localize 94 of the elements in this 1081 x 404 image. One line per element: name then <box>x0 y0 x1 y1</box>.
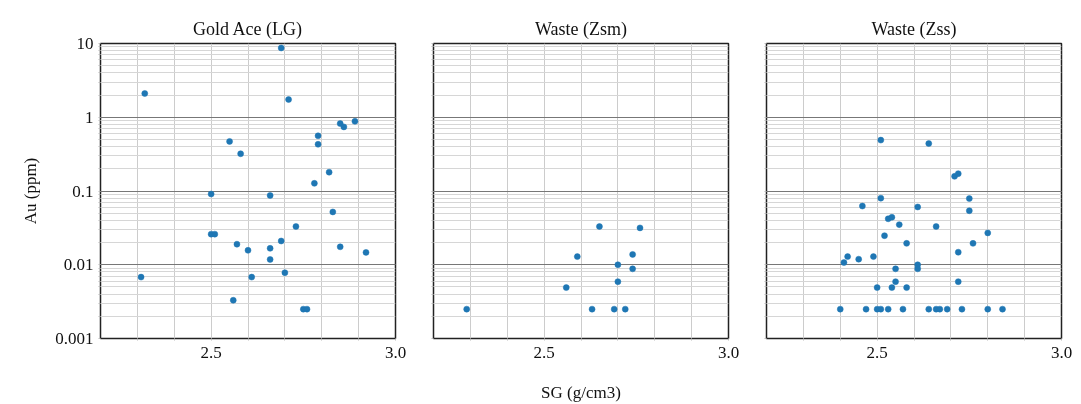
point <box>325 168 333 176</box>
point <box>351 118 359 125</box>
point <box>873 284 881 291</box>
point <box>932 223 940 230</box>
point <box>955 170 962 177</box>
point <box>862 305 870 313</box>
point <box>914 203 921 211</box>
point <box>966 195 973 202</box>
point <box>314 132 322 140</box>
point <box>614 261 622 268</box>
point <box>870 253 877 260</box>
point <box>281 269 289 276</box>
point <box>588 305 596 313</box>
point <box>596 223 603 230</box>
x-tick-label: 3.0 <box>717 342 740 362</box>
point <box>888 214 896 221</box>
point <box>881 232 888 239</box>
point <box>925 305 932 313</box>
x-tick-label: 3.0 <box>1050 342 1073 362</box>
point <box>984 229 991 237</box>
point <box>958 305 966 313</box>
point <box>226 138 233 145</box>
x-tick-label: 2.5 <box>533 342 555 362</box>
point <box>340 123 348 131</box>
point <box>266 245 274 252</box>
point <box>943 305 951 313</box>
point <box>925 140 932 147</box>
point <box>362 249 370 256</box>
point <box>903 284 910 291</box>
point <box>266 192 274 199</box>
point <box>614 278 622 285</box>
point <box>629 251 636 258</box>
y-axis-title: Au (ppm) <box>21 157 41 225</box>
point <box>314 141 322 148</box>
point <box>855 255 862 263</box>
point <box>629 265 636 273</box>
point <box>914 265 921 273</box>
point <box>141 90 148 97</box>
point <box>903 240 910 247</box>
point <box>955 248 962 256</box>
y-tick-label: 0.01 <box>63 255 94 275</box>
point <box>248 273 255 281</box>
point <box>877 194 885 202</box>
point <box>563 284 570 291</box>
point <box>892 278 899 285</box>
chart-title: Waste (Zsm) <box>534 18 628 40</box>
point <box>137 273 145 281</box>
point <box>303 305 311 313</box>
point <box>233 240 241 248</box>
point <box>277 237 285 245</box>
point <box>969 240 977 247</box>
point <box>277 44 285 52</box>
point <box>892 265 899 273</box>
point <box>329 208 337 216</box>
y-tick-label: 0.1 <box>72 181 94 201</box>
chart-title: Gold Ace (LG) <box>193 18 302 40</box>
point <box>984 305 991 313</box>
y-tick-label: 1 <box>85 107 94 127</box>
y-tick-label: 10 <box>76 34 94 53</box>
point <box>837 305 844 313</box>
point <box>610 305 618 313</box>
point <box>336 243 344 251</box>
x-tick-label: 2.5 <box>866 342 888 362</box>
point <box>636 224 644 232</box>
x-tick-label: 3.0 <box>384 342 407 362</box>
point <box>311 180 318 187</box>
point <box>999 305 1006 313</box>
point <box>955 278 962 285</box>
point <box>896 221 903 228</box>
y-tick-label: 0.001 <box>55 329 94 348</box>
point <box>859 202 866 210</box>
point <box>463 305 470 313</box>
point <box>244 247 252 254</box>
point <box>230 297 237 304</box>
point <box>211 230 219 238</box>
point <box>266 256 274 263</box>
point <box>622 305 629 313</box>
point <box>888 284 896 291</box>
point <box>285 96 292 103</box>
point <box>877 305 885 313</box>
x-tick-label: 2.5 <box>200 342 222 362</box>
point <box>237 150 244 157</box>
point <box>877 136 885 144</box>
x-axis-title: SG (g/cm3) <box>541 382 621 402</box>
point <box>936 305 944 313</box>
chart-title: Waste (Zss) <box>871 18 957 40</box>
point <box>574 253 581 260</box>
point <box>207 190 215 198</box>
point <box>884 305 892 313</box>
point <box>966 207 973 214</box>
point <box>844 253 851 260</box>
point <box>292 223 300 230</box>
point <box>899 305 907 313</box>
point <box>840 259 848 266</box>
